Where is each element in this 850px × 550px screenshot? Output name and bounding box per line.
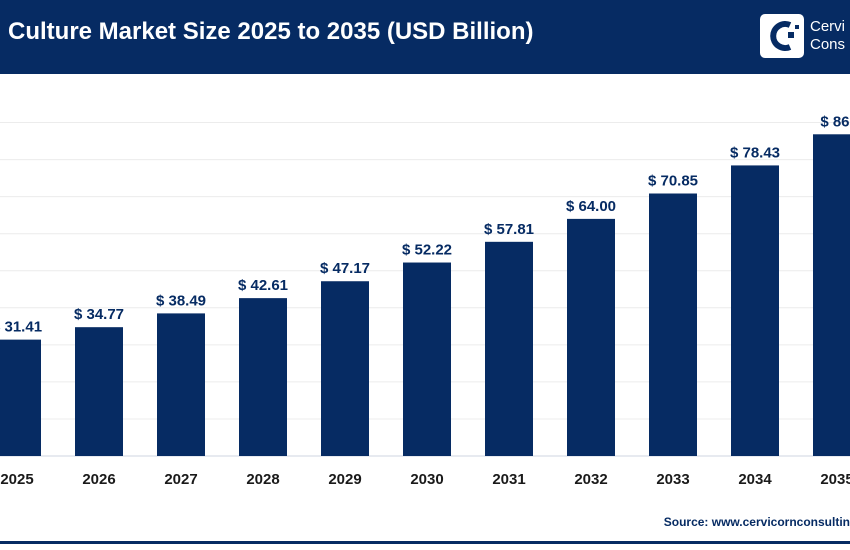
x-tick-label-2025: 2025 — [0, 471, 33, 488]
value-label-2025: $ 31.41 — [0, 319, 42, 336]
x-tick-label-2027: 2027 — [164, 471, 197, 488]
source-note: Source: www.cervicornconsultin — [663, 515, 850, 529]
x-tick-label-2034: 2034 — [738, 471, 772, 488]
logo-text: Cervi Cons — [810, 18, 846, 53]
bottom-rule — [0, 541, 850, 544]
bar-2035 — [813, 134, 850, 456]
logo-mark-icon — [760, 14, 804, 58]
value-label-2028: $ 42.61 — [238, 277, 288, 294]
x-axis-labels: 2025 2026 2027 2028 2029 2030 2031 2032 2033 2034… — [0, 471, 850, 488]
value-label-2030: $ 52.22 — [402, 242, 452, 259]
value-label-2034: $ 78.43 — [730, 144, 780, 161]
value-label-2029: $ 47.17 — [320, 260, 370, 277]
value-label-2026: $ 34.77 — [74, 306, 124, 323]
x-tick-label-2035: 2035 — [820, 471, 850, 488]
bar-2032 — [567, 218, 615, 456]
bars — [0, 134, 850, 457]
bar-chart: $ 31.41 $ 34.77 $ 38.49 $ 42.61 $ 47.17 $ 52.… — [0, 113, 850, 488]
value-label-2033: $ 70.85 — [648, 173, 698, 190]
value-label-2032: $ 64.00 — [566, 198, 616, 215]
bar-2028 — [239, 298, 287, 456]
x-tick-label-2026: 2026 — [82, 471, 115, 488]
x-tick-label-2029: 2029 — [328, 471, 361, 488]
x-tick-label-2031: 2031 — [492, 471, 525, 488]
chart-header: Culture Market Size 2025 to 2035 (USD Bi… — [0, 0, 850, 74]
x-tick-label-2028: 2028 — [246, 471, 279, 488]
x-tick-label-2032: 2032 — [574, 471, 607, 488]
value-label-2035: $ 86. — [820, 113, 850, 130]
chart-title: Culture Market Size 2025 to 2035 (USD Bi… — [8, 18, 534, 45]
value-labels: $ 31.41 $ 34.77 $ 38.49 $ 42.61 $ 47.17 $ 52.… — [0, 113, 850, 335]
bar-2030 — [403, 262, 451, 456]
x-tick-label-2030: 2030 — [410, 471, 443, 488]
bar-2026 — [75, 327, 123, 456]
value-label-2031: $ 57.81 — [484, 221, 534, 238]
bar-2033 — [649, 193, 697, 457]
x-tick-label-2033: 2033 — [656, 471, 689, 488]
value-label-2027: $ 38.49 — [156, 292, 206, 309]
company-logo: Cervi Cons — [760, 14, 850, 60]
bar-2031 — [485, 241, 533, 456]
bar-2034 — [731, 165, 779, 456]
bar-2025 — [0, 339, 41, 456]
bar-2027 — [157, 313, 205, 456]
bar-2029 — [321, 281, 369, 456]
